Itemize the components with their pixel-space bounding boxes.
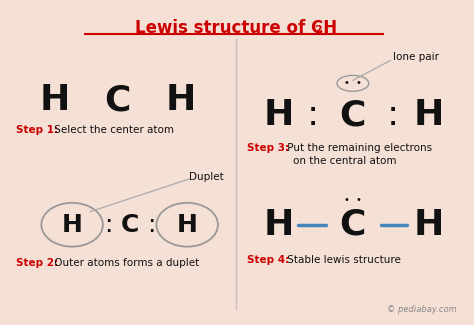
- Text: C: C: [105, 83, 131, 117]
- Text: Step 3:: Step 3:: [246, 143, 289, 153]
- Text: :: :: [307, 98, 319, 132]
- Text: H: H: [62, 213, 82, 237]
- Text: H: H: [414, 98, 445, 132]
- Text: :: :: [104, 213, 112, 237]
- Text: •: •: [356, 78, 362, 88]
- Text: H: H: [263, 208, 293, 242]
- Text: Duplet: Duplet: [189, 172, 224, 182]
- Text: Stable lewis structure: Stable lewis structure: [284, 254, 401, 265]
- Text: H: H: [263, 98, 293, 132]
- Text: © pediabay.com: © pediabay.com: [387, 306, 457, 314]
- Text: C: C: [340, 208, 366, 242]
- Text: Outer atoms forms a duplet: Outer atoms forms a duplet: [51, 258, 200, 267]
- Text: Step 2:: Step 2:: [16, 258, 58, 267]
- Text: C: C: [120, 213, 139, 237]
- Text: Step 1:: Step 1:: [16, 125, 58, 135]
- Text: H: H: [166, 83, 196, 117]
- Text: H: H: [40, 83, 71, 117]
- Text: :: :: [386, 98, 399, 132]
- Text: •: •: [344, 195, 350, 205]
- Text: Select the center atom: Select the center atom: [51, 125, 174, 135]
- Text: •: •: [344, 78, 350, 88]
- Text: Lewis structure of CH: Lewis structure of CH: [135, 19, 337, 37]
- Text: Put the remaining electrons: Put the remaining electrons: [284, 143, 432, 153]
- Text: Step 4:: Step 4:: [246, 254, 289, 265]
- Text: •: •: [356, 195, 362, 205]
- Text: 2: 2: [314, 25, 322, 34]
- Text: H: H: [414, 208, 445, 242]
- Text: :: :: [147, 213, 155, 237]
- Text: on the central atom: on the central atom: [293, 156, 397, 166]
- Text: C: C: [340, 98, 366, 132]
- Text: H: H: [177, 213, 198, 237]
- Text: lone pair: lone pair: [392, 52, 438, 62]
